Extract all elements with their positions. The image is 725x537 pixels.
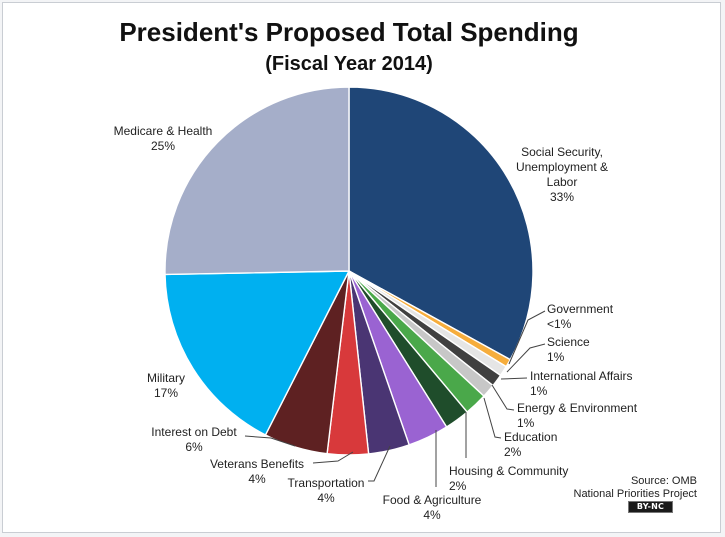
slice-label: Food & Agriculture 4% — [383, 493, 482, 522]
pie-slice — [348, 86, 534, 361]
leader-line — [312, 451, 354, 464]
pie-slice — [164, 270, 350, 436]
leader-lines — [244, 310, 546, 487]
slice-label: Housing & Community 2% — [449, 464, 568, 493]
slice-label: Transportation 4% — [288, 476, 365, 505]
slice-label: Veterans Benefits 4% — [210, 457, 304, 486]
slice-label: Education 2% — [504, 430, 557, 459]
leader-line — [500, 377, 528, 380]
slice-label: Science 1% — [547, 335, 590, 364]
pie-slices — [164, 86, 534, 456]
chart-subtitle: (Fiscal Year 2014) — [265, 53, 433, 75]
slice-label: Interest on Debt 6% — [151, 425, 237, 454]
leader-line — [506, 343, 546, 373]
leader-line — [491, 384, 515, 411]
slice-label: Medicare & Health 25% — [114, 124, 213, 153]
cc-license-badge: BY-NC — [628, 501, 673, 513]
leader-line — [483, 397, 502, 439]
source-line-2: National Priorities Project — [574, 488, 698, 500]
chart-title: President's Proposed Total Spending — [119, 17, 578, 47]
leader-line — [244, 435, 296, 447]
slice-label: Government <1% — [547, 302, 614, 331]
slice-labels: Social Security, Unemployment & Labor 33% Go… — [114, 124, 638, 522]
source-line-1: Source: OMB — [631, 475, 697, 487]
slice-label: Military 17% — [147, 371, 185, 400]
slice-label: Energy & Environment 1% — [517, 401, 638, 430]
leader-line — [368, 445, 391, 482]
slice-label: Social Security, Unemployment & Labor 33% — [516, 145, 608, 204]
slice-label: International Affairs 1% — [530, 369, 633, 398]
leader-line — [508, 310, 546, 365]
pie-slice — [164, 86, 350, 276]
